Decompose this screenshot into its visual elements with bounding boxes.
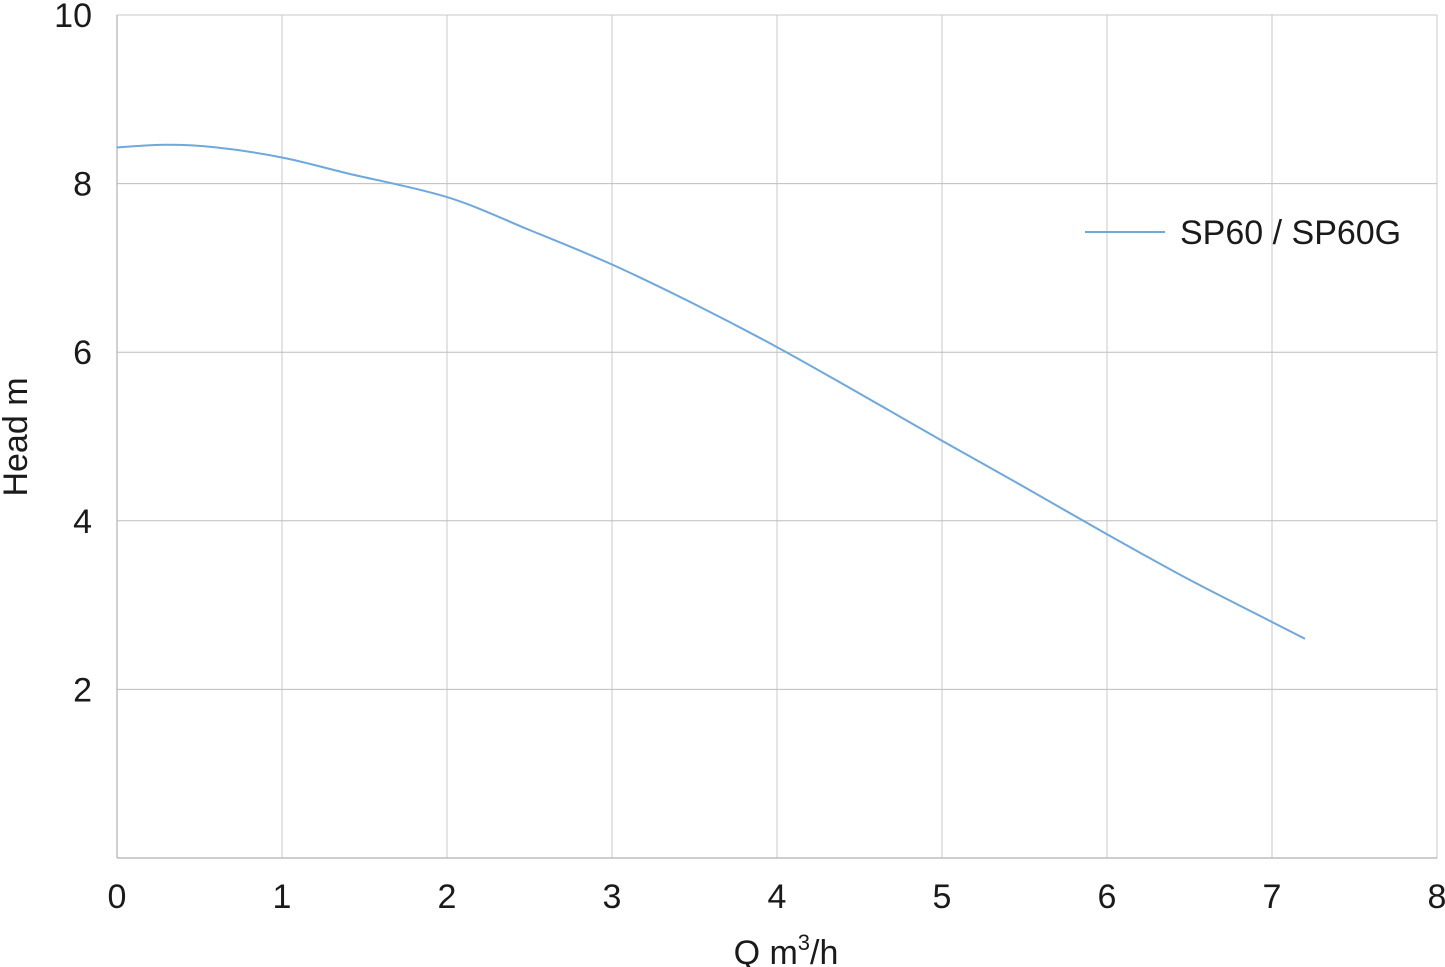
y-tick-label: 10 [54, 0, 92, 35]
y-axis-title: Head m [0, 377, 35, 496]
y-tick-label: 6 [73, 334, 92, 372]
y-tick-label: 4 [73, 503, 92, 541]
x-axis-title: Q m3/h [734, 930, 839, 967]
x-tick-label: 8 [1428, 878, 1445, 916]
x-axis-title-suffix: /h [810, 934, 838, 967]
series [116, 143, 1306, 640]
x-tick-label: 3 [603, 878, 622, 916]
series-line-sp60 [116, 143, 1306, 640]
x-tick-label: 5 [933, 878, 952, 916]
legend: SP60 / SP60G [1085, 214, 1401, 252]
x-tick-label: 0 [108, 878, 127, 916]
x-tick-label: 1 [273, 878, 292, 916]
x-tick-label: 2 [438, 878, 457, 916]
x-tick-label: 4 [768, 878, 787, 916]
x-axis-title-main: Q m [734, 934, 798, 967]
x-tick-label: 6 [1098, 878, 1117, 916]
y-tick-label: 2 [73, 671, 92, 709]
grid [116, 14, 1438, 859]
tick-labels: 0 1 2 3 4 5 6 7 8 2 4 6 8 10 [54, 0, 1445, 916]
x-axis-title-sup: 3 [798, 930, 810, 955]
legend-label: SP60 / SP60G [1180, 214, 1401, 252]
x-tick-label: 7 [1263, 878, 1282, 916]
y-tick-label: 8 [73, 166, 92, 204]
